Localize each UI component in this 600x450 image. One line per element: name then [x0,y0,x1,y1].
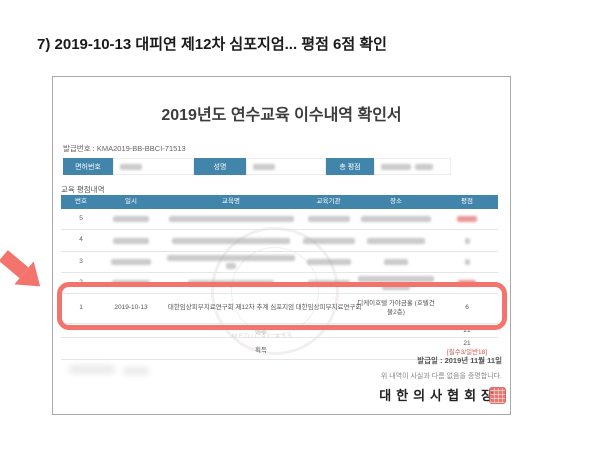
issuer-title: 대한의사협회장 [379,388,498,403]
official-seal-stamp-icon [489,387,506,404]
kma-watermark-inner-ring [231,247,319,335]
education-score-table: 번호 일시 교육명 교육기관 장소 평점 5 4 [61,195,498,360]
holder-info-row: 면허번호 성명 총 평점 [53,158,510,175]
issue-number: 발급번호 : KMA2019-BB-BBCI-71513 [63,144,186,153]
row1-place: 디케이호텔 가야금홀 (호텔건물2층) [357,299,435,316]
row5-org [301,216,356,222]
summary-row-acquired: 획득 21 [필수3/일반18] [61,338,498,360]
row5-score [436,216,498,222]
row1-org: 대한임상피부치료연구회 [295,304,362,312]
row1-name: 대한임상피부치료연구회 제12차 추계 심포지엄 [167,304,295,312]
license-number-label: 면허번호 [63,158,113,175]
summary-row-completed: 이수 21 [61,324,498,338]
summary-acquired-total: 21 [463,340,471,348]
row3-date [101,259,161,265]
redacted-total-score-2 [415,163,433,170]
col-header-name: 교육명 [222,197,240,205]
summary-acquired-breakdown: [필수3/일반18] [446,348,488,356]
row3-org [301,259,356,265]
summary-acquired-value: 21 [필수3/일반18] [436,340,498,357]
certificate-document: MEDICAL ASS 2019년도 연수교육 이수내역 확인서 발급번호 : … [52,76,511,415]
table-row-highlighted: 1 2019-10-13 대한임상피부치료연구회 제12차 추계 심포지엄 대한… [61,294,498,324]
row1-date: 2019-10-13 [114,304,148,312]
summary-completed-label: 이수 [255,328,267,336]
table-header-row: 번호 일시 교육명 교육기관 장소 평점 [61,195,498,209]
attest-line: 위 내역이 사실과 다름 없음을 증명합니다. [380,373,502,380]
col-header-org: 교육기관 [316,197,341,205]
redacted-smudge [69,365,115,374]
col-header-date: 일시 [125,197,137,205]
section-label: 교육 평점내역 [61,185,105,194]
row4-score [436,237,498,244]
total-score-value [374,158,451,175]
row5-no: 5 [79,214,83,222]
page-heading: 7) 2019-10-13 대피연 제12차 심포지엄... 평점 6점 확인 [37,36,387,53]
row3-name [161,255,301,269]
col-header-no: 번호 [75,197,87,205]
arrow-annotation-icon [0,244,50,298]
row4-name [161,237,301,244]
col-header-place: 장소 [390,197,402,205]
license-number-value [113,158,194,175]
summary-completed-value: 21 [463,327,471,334]
row4-place [356,237,436,244]
table-row: 4 [61,230,498,252]
name-value [246,158,326,175]
issue-date: 발급일 : 2019년 11월 11일 [417,356,502,365]
row2-place [356,276,436,290]
table-row: 5 [61,209,498,230]
row4-no: 4 [79,236,83,244]
redacted-license-number [120,163,142,170]
row3-score [436,259,498,265]
row5-date [101,216,161,222]
row1-no: 1 [79,304,83,312]
row4-org [301,237,356,244]
row3-no: 3 [79,257,83,265]
col-header-score: 평점 [461,197,473,205]
redacted-total-score [381,163,411,170]
summary-acquired-label: 획득 [255,346,267,354]
table-row: 3 [61,252,498,273]
redacted-name [253,163,275,170]
name-label: 성명 [194,158,246,175]
highlight-annotation-box [57,282,507,330]
total-score-label: 총 평점 [326,158,374,175]
row5-place [356,216,436,222]
row4-date [101,237,161,244]
row3-place [356,259,436,265]
row5-name [161,216,301,222]
row1-score: 6 [465,304,469,312]
certificate-title: 2019년도 연수교육 이수내역 확인서 [161,107,402,124]
redacted-smudge [123,367,149,375]
